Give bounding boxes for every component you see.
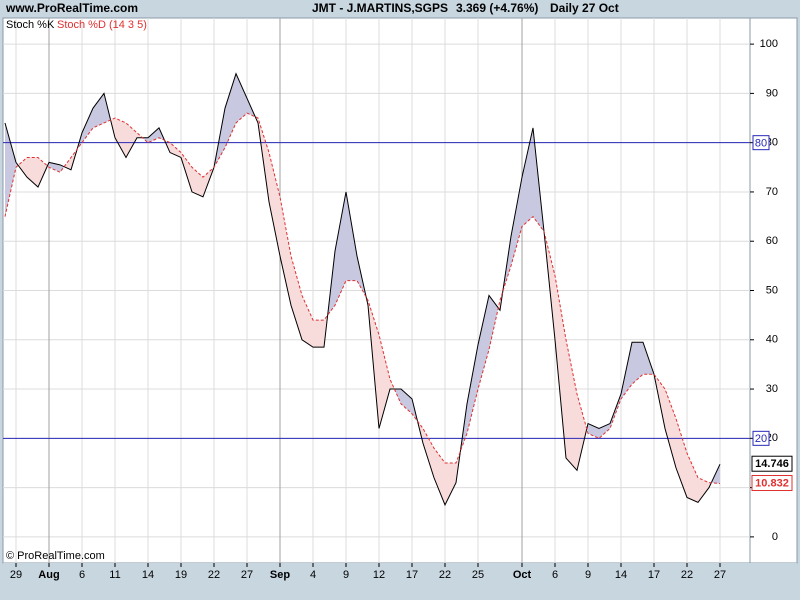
x-tick-label: Aug bbox=[38, 569, 59, 581]
y-tick-label: 50 bbox=[766, 284, 778, 296]
band-fill bbox=[346, 191, 357, 281]
x-tick-label: 27 bbox=[241, 569, 253, 581]
band-fill bbox=[555, 275, 566, 459]
x-tick-label: Sep bbox=[270, 569, 290, 581]
band-fill bbox=[236, 73, 247, 123]
x-tick-label: 17 bbox=[406, 569, 418, 581]
footer: © ProRealTime.com bbox=[6, 550, 105, 562]
period: Daily 27 Oct bbox=[550, 1, 619, 15]
series-line bbox=[4, 72, 721, 507]
band-fill bbox=[467, 344, 478, 434]
x-tick-label: 22 bbox=[681, 569, 693, 581]
band-fill bbox=[126, 122, 137, 158]
band-fill bbox=[115, 118, 126, 158]
x-tick-label: Oct bbox=[513, 569, 532, 581]
y-tick-label: 90 bbox=[766, 87, 778, 99]
band-fill bbox=[49, 162, 60, 173]
chart-title: JMT - J.MARTINS,SGPS bbox=[312, 1, 448, 15]
band-fill bbox=[577, 393, 587, 471]
band-fill bbox=[687, 453, 698, 503]
y-tick-label: 100 bbox=[760, 38, 778, 50]
x-tick-label: 14 bbox=[615, 569, 627, 581]
y-tick-label: 0 bbox=[772, 531, 778, 543]
legend-entry: Stoch %D (14 3 5) bbox=[57, 19, 147, 31]
header-bar bbox=[0, 0, 800, 18]
x-tick-label: 17 bbox=[648, 569, 660, 581]
band-fill bbox=[665, 389, 676, 468]
band-fill bbox=[27, 157, 38, 188]
last-value-box bbox=[751, 475, 793, 492]
band-fill bbox=[698, 477, 709, 503]
x-tick-label: 14 bbox=[142, 569, 154, 581]
x-tick-label: 6 bbox=[552, 569, 558, 581]
band-fill bbox=[148, 127, 159, 143]
band-fill bbox=[434, 448, 445, 505]
band-fill bbox=[280, 196, 291, 306]
x-tick-label: 27 bbox=[714, 569, 726, 581]
band-fill bbox=[511, 177, 522, 266]
band-fill bbox=[38, 157, 48, 188]
band-fill bbox=[489, 295, 499, 350]
x-axis-area bbox=[3, 563, 797, 598]
legend-entry: Stoch %K bbox=[6, 19, 55, 31]
band-fill bbox=[269, 152, 280, 257]
level-label: 80 bbox=[755, 138, 767, 150]
x-tick-label: 29 bbox=[10, 569, 22, 581]
x-tick-label: 9 bbox=[585, 569, 591, 581]
x-tick-label: 6 bbox=[79, 569, 85, 581]
x-tick-label: 11 bbox=[109, 569, 120, 581]
band-fill bbox=[401, 389, 412, 414]
band-fill bbox=[632, 342, 643, 385]
band-fill bbox=[478, 295, 489, 390]
band-fill bbox=[423, 428, 434, 478]
level-label-box bbox=[752, 430, 770, 446]
band-fill bbox=[313, 320, 324, 348]
band-fill bbox=[93, 93, 104, 128]
band-fill bbox=[302, 295, 313, 348]
level-label: 20 bbox=[755, 433, 767, 445]
band-fill bbox=[291, 256, 302, 340]
y-tick-label: 40 bbox=[766, 334, 778, 346]
last-value-label: 14.746 bbox=[755, 458, 789, 470]
last-value-box bbox=[751, 455, 793, 472]
site-link[interactable]: www.ProRealTime.com bbox=[5, 1, 138, 15]
series-line bbox=[4, 112, 721, 485]
y-tick-label: 30 bbox=[766, 383, 778, 395]
band-fill bbox=[335, 191, 346, 306]
x-tick-label: 4 bbox=[310, 569, 316, 581]
x-tick-label: 25 bbox=[472, 569, 484, 581]
x-tick-label: 9 bbox=[343, 569, 349, 581]
x-tick-label: 22 bbox=[439, 569, 451, 581]
level-label-box bbox=[752, 135, 770, 151]
x-tick-label: 12 bbox=[373, 569, 385, 581]
band-fill bbox=[5, 122, 16, 217]
band-fill bbox=[445, 462, 456, 505]
band-fill bbox=[82, 108, 93, 143]
band-fill bbox=[64, 157, 71, 170]
y-tick-label: 70 bbox=[766, 186, 778, 198]
y-tick-label: 60 bbox=[766, 235, 778, 247]
price: 3.369 (+4.76%) bbox=[456, 1, 538, 15]
x-tick-label: 22 bbox=[208, 569, 220, 581]
band-fill bbox=[566, 339, 577, 471]
band-fill bbox=[379, 334, 390, 429]
band-fill bbox=[225, 73, 236, 148]
x-tick-label: 19 bbox=[175, 569, 187, 581]
band-fill bbox=[18, 157, 27, 178]
band-fill bbox=[522, 127, 533, 227]
last-value-label: 10.832 bbox=[755, 477, 789, 489]
